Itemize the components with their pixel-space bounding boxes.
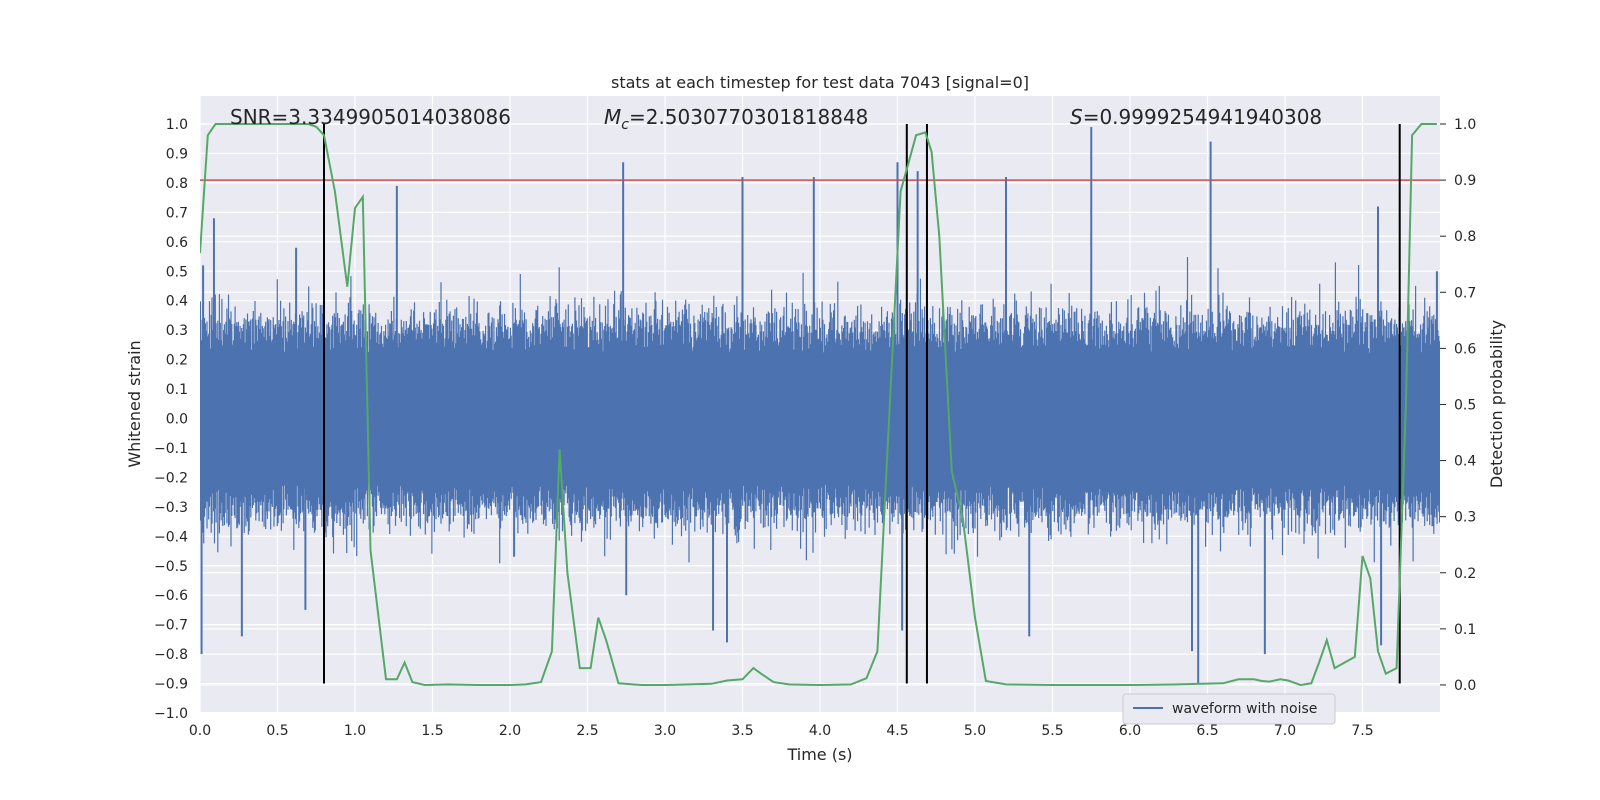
y2-axis-ticks: 1.0 0.9 0.8 0.7 0.6 0.5 0.4 0.3 0.2 0.1 0.0 bbox=[1440, 117, 1476, 694]
x-tick-label: 4.5 bbox=[886, 723, 908, 739]
y-tick-label: 0.8 bbox=[166, 176, 188, 192]
waveform-series bbox=[200, 126, 1440, 684]
y-tick-label: 0.6 bbox=[166, 235, 188, 251]
y-tick-label: −0.6 bbox=[154, 588, 188, 604]
y-tick-label: 0.7 bbox=[166, 205, 188, 221]
x-tick-label: 1.0 bbox=[344, 723, 366, 739]
y2-axis-label: Detection probability bbox=[1487, 320, 1506, 488]
snr-annotation: SNR=3.3349905014038086 bbox=[230, 105, 511, 129]
chirp-mass-annotation: Mc=2.5030770301818848 bbox=[604, 105, 868, 133]
score-annotation: S=0.9999254941940308 bbox=[1070, 105, 1322, 129]
y-tick-label: −0.7 bbox=[154, 618, 188, 634]
y2-tick-label: 0.1 bbox=[1454, 622, 1476, 638]
x-axis-label: Time (s) bbox=[786, 745, 852, 764]
y2-tick-label: 0.8 bbox=[1454, 229, 1476, 245]
y-tick-label: −0.4 bbox=[154, 529, 188, 545]
y-tick-label: 0.9 bbox=[166, 146, 188, 162]
x-tick-label: 2.0 bbox=[499, 723, 521, 739]
y-tick-label: 1.0 bbox=[166, 117, 188, 133]
y-tick-label: 0.5 bbox=[166, 264, 188, 280]
y2-tick-label: 0.6 bbox=[1454, 341, 1476, 357]
y-tick-label: −0.8 bbox=[154, 647, 188, 663]
chirp-mass-subscript: c bbox=[621, 117, 629, 133]
y2-tick-label: 1.0 bbox=[1454, 117, 1476, 133]
y-tick-label: −1.0 bbox=[154, 706, 188, 722]
y-tick-label: −0.2 bbox=[154, 470, 188, 486]
x-tick-label: 0.5 bbox=[266, 723, 288, 739]
y-tick-label: 0.0 bbox=[166, 412, 188, 428]
score-symbol: S bbox=[1070, 105, 1083, 129]
score-value: =0.9999254941940308 bbox=[1083, 105, 1322, 129]
x-tick-label: 6.5 bbox=[1196, 723, 1218, 739]
probability-series bbox=[200, 123, 1437, 687]
x-tick-label: 5.0 bbox=[964, 723, 986, 739]
x-tick-label: 4.0 bbox=[809, 723, 831, 739]
y-tick-label: −0.3 bbox=[154, 500, 188, 516]
y2-tick-label: 0.4 bbox=[1454, 454, 1476, 470]
legend-box bbox=[1122, 693, 1336, 725]
chirp-mass-symbol: M bbox=[604, 105, 621, 129]
chirp-mass-value: =2.5030770301818848 bbox=[629, 105, 868, 129]
y-axis-label: Whitened strain bbox=[125, 340, 144, 467]
y-tick-label: 0.2 bbox=[166, 353, 188, 369]
y2-tick-label: 0.0 bbox=[1454, 678, 1476, 694]
chart-title: stats at each timestep for test data 704… bbox=[611, 73, 1029, 92]
x-tick-label: 2.5 bbox=[576, 723, 598, 739]
x-tick-label: 6.0 bbox=[1119, 723, 1141, 739]
x-tick-label: 3.5 bbox=[731, 723, 753, 739]
legend: waveform with noise bbox=[1122, 693, 1336, 725]
x-axis-ticks: 0.0 0.5 1.0 1.5 2.0 2.5 3.0 3.5 4.0 4.5 5.0 5.5 6.0 6… bbox=[189, 723, 1374, 739]
x-tick-label: 7.0 bbox=[1274, 723, 1296, 739]
x-tick-label: 7.5 bbox=[1351, 723, 1373, 739]
x-tick-label: 1.5 bbox=[421, 723, 443, 739]
x-tick-label: 5.5 bbox=[1041, 723, 1063, 739]
y2-tick-label: 0.9 bbox=[1454, 173, 1476, 189]
y-tick-label: −0.9 bbox=[154, 677, 188, 693]
x-tick-label: 0.0 bbox=[189, 723, 211, 739]
vertical-markers bbox=[323, 124, 1401, 684]
y2-tick-label: 0.2 bbox=[1454, 566, 1476, 582]
y-tick-label: −0.5 bbox=[154, 559, 188, 575]
y-axis-ticks: 1.0 0.9 0.8 0.7 0.6 0.5 0.4 0.3 0.2 0.1 0.0 −0.1 −0.… bbox=[154, 117, 188, 722]
y-tick-label: −0.1 bbox=[154, 441, 188, 457]
legend-label: waveform with noise bbox=[1172, 701, 1317, 717]
y2-tick-label: 0.5 bbox=[1454, 397, 1476, 413]
y2-tick-label: 0.7 bbox=[1454, 285, 1476, 301]
probability-line bbox=[200, 123, 1437, 687]
y2-tick-label: 0.3 bbox=[1454, 510, 1476, 526]
x-tick-label: 3.0 bbox=[654, 723, 676, 739]
y-tick-label: 0.3 bbox=[166, 323, 188, 339]
y-tick-label: 0.1 bbox=[166, 382, 188, 398]
y-tick-label: 0.4 bbox=[166, 294, 188, 310]
